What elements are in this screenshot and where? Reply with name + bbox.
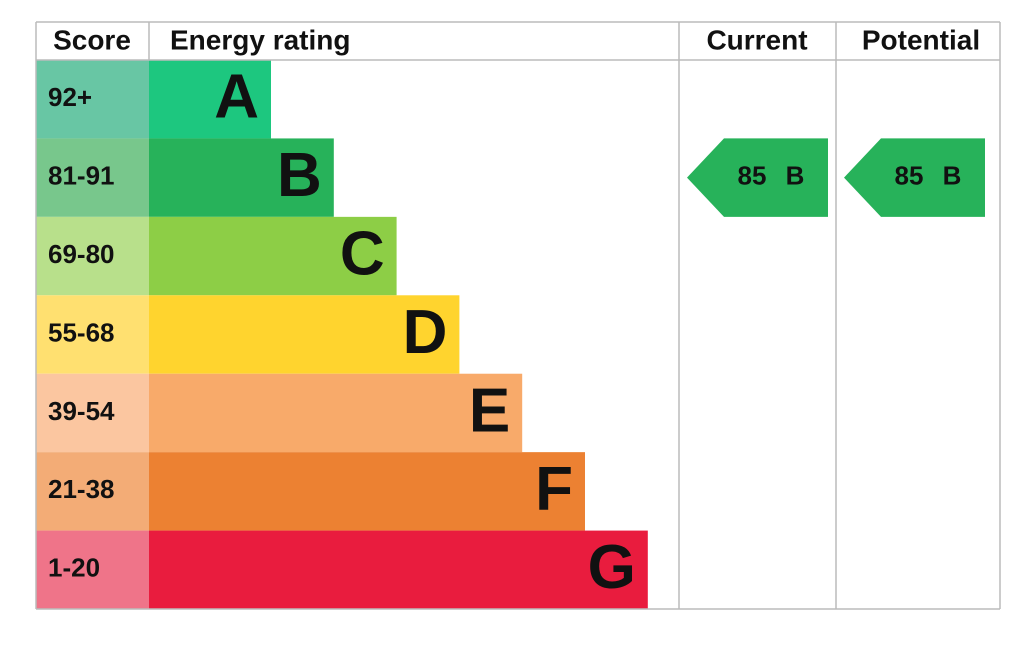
rating-bar: [149, 60, 271, 139]
rating-letter: G: [588, 533, 636, 602]
grid: [35, 21, 1001, 610]
rating-bar: [149, 295, 460, 374]
header-rating: Energy rating: [170, 24, 350, 55]
rating-letter: C: [340, 219, 385, 288]
rating-letter: F: [535, 455, 573, 524]
score-range: 21-38: [48, 474, 115, 504]
header-current: Current: [706, 24, 807, 55]
score-cell: [36, 295, 149, 374]
rating-bar: [149, 530, 648, 610]
score-range: 39-54: [48, 396, 115, 426]
score-cell: [36, 452, 149, 531]
rating-bar: [149, 216, 397, 296]
rating-letter: B: [277, 141, 322, 210]
potential-band: B: [943, 161, 962, 191]
rating-letter: E: [469, 376, 510, 445]
rows: 92+ A 81-91 B 69-80 C 55-68 D 39-54 E 21-38 F 1-20 G 8…: [36, 60, 985, 610]
current-score: 85: [738, 161, 767, 191]
potential-score: 85: [895, 161, 924, 191]
rating-letter: A: [214, 63, 259, 132]
score-range: 92+: [48, 82, 92, 112]
rating-letter: D: [403, 298, 448, 367]
score-range: 1-20: [48, 553, 100, 583]
rating-bar: [149, 452, 585, 531]
current-arrow: [687, 138, 828, 217]
score-cell: [36, 373, 149, 453]
rating-bar: [149, 373, 523, 453]
current-band: B: [786, 161, 805, 191]
score-cell: [36, 60, 149, 139]
score-range: 69-80: [48, 239, 115, 269]
score-range: 81-91: [48, 161, 115, 191]
rating-bar: [149, 138, 334, 217]
header-potential: Potential: [862, 24, 980, 55]
potential-arrow: [844, 138, 985, 217]
score-range: 55-68: [48, 317, 115, 347]
score-cell: [36, 138, 149, 217]
score-cell: [36, 216, 149, 296]
header-score: Score: [53, 24, 131, 55]
score-cell: [36, 530, 149, 610]
